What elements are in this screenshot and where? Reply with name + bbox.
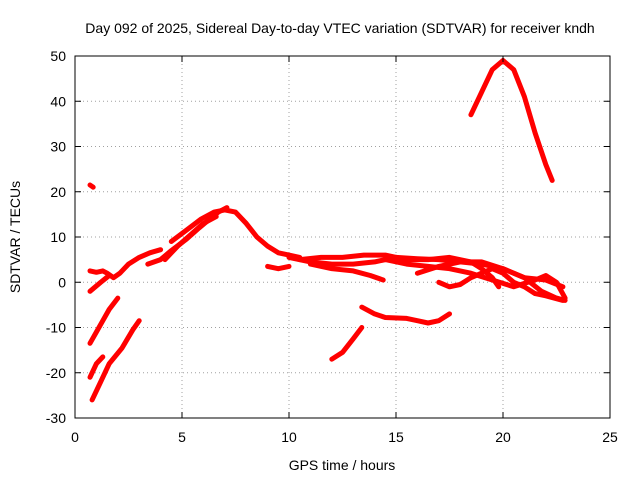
series-arc-9: [168, 207, 303, 260]
series-arc-16: [436, 266, 566, 303]
x-tick-label: 10: [281, 429, 297, 445]
y-tick-label: 20: [50, 184, 66, 200]
axis-ticks: [74, 55, 611, 419]
chart-title: Day 092 of 2025, Sidereal Day-to-day VTE…: [85, 20, 594, 36]
x-tick-label: 0: [71, 429, 79, 445]
series-arc-19: [468, 58, 555, 183]
x-tick-label: 15: [388, 429, 404, 445]
data-series: [87, 58, 568, 403]
y-tick-label: -10: [46, 320, 66, 336]
series-arc-10: [265, 263, 292, 272]
y-tick-label: 50: [50, 48, 66, 64]
x-tick-label: 20: [495, 429, 511, 445]
y-tick-label: 30: [50, 139, 66, 155]
series-arc-18: [329, 325, 365, 362]
x-axis-label: GPS time / hours: [289, 457, 396, 473]
grid-lines: [75, 56, 610, 418]
series-arc-6: [89, 318, 142, 403]
y-tick-label: -30: [46, 410, 66, 426]
series-arc-17: [359, 304, 452, 326]
series-arc-3: [87, 273, 112, 294]
y-axis-label: SDTVAR / TECUs: [7, 181, 23, 293]
series-arc-4: [87, 295, 121, 346]
x-tick-label: 25: [602, 429, 618, 445]
y-tick-label: 0: [58, 274, 66, 290]
series-arc-14: [382, 257, 568, 301]
y-tick-label: 40: [50, 93, 66, 109]
series-arc-2: [87, 247, 164, 281]
y-tick-label: 10: [50, 229, 66, 245]
tick-labels: 0 5 10 15 20 25 -30 -20 -10 0 10 20 30 40 50: [46, 48, 618, 445]
series-arc-8: [162, 214, 219, 263]
series-arc-5: [87, 354, 106, 380]
x-tick-label: 5: [178, 429, 186, 445]
series-arc-12: [307, 261, 386, 283]
series-arc-1: [87, 182, 96, 190]
y-tick-label: -20: [46, 365, 66, 381]
